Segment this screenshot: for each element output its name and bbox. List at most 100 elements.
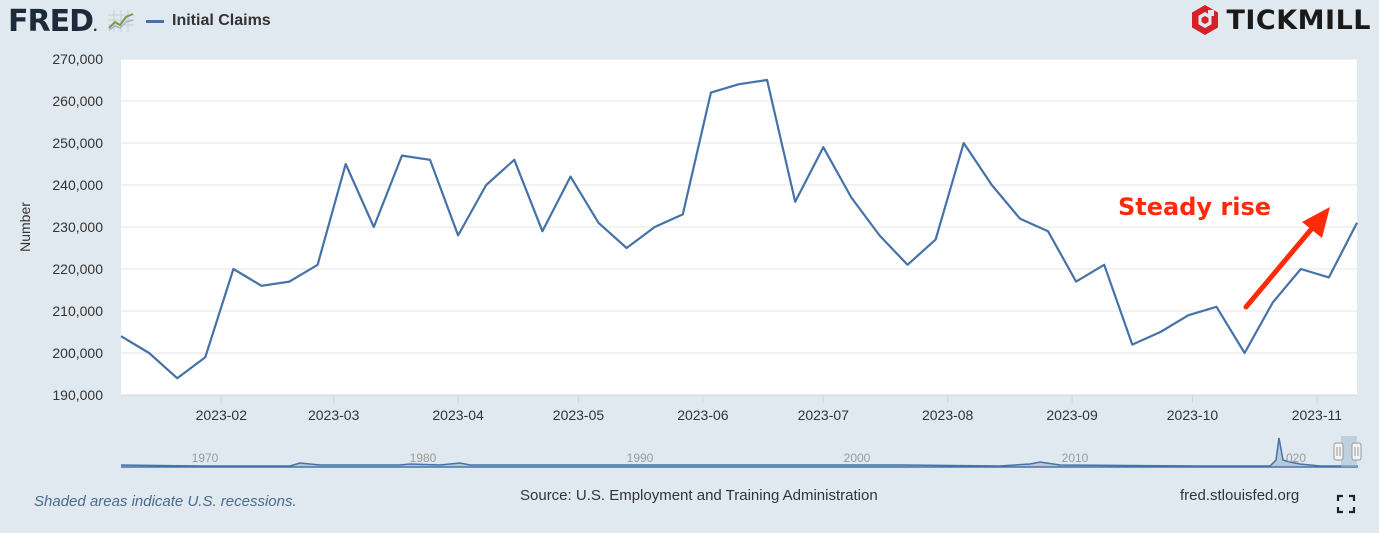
data-point[interactable] xyxy=(653,225,657,229)
data-point[interactable] xyxy=(1215,305,1219,309)
site-link[interactable]: fred.stlouisfed.org xyxy=(1180,487,1300,504)
data-point[interactable] xyxy=(1186,313,1190,317)
data-point[interactable] xyxy=(625,246,629,250)
brand-text: TICKMILL xyxy=(1226,4,1371,36)
data-point[interactable] xyxy=(568,175,572,179)
x-tick-label: 2023-04 xyxy=(432,407,484,423)
data-point[interactable] xyxy=(709,91,713,95)
data-point[interactable] xyxy=(934,238,938,242)
data-point[interactable] xyxy=(1074,280,1078,284)
y-tick-label: 260,000 xyxy=(52,93,103,109)
navigator-handle-left[interactable] xyxy=(1333,442,1344,461)
data-point[interactable] xyxy=(990,183,994,187)
data-point[interactable] xyxy=(147,351,151,355)
recession-note: Shaded areas indicate U.S. recessions. xyxy=(34,493,297,510)
x-tick-label: 2023-05 xyxy=(553,407,605,423)
x-tick-label: 2023-10 xyxy=(1167,407,1219,423)
data-point[interactable] xyxy=(1018,217,1022,221)
data-point[interactable] xyxy=(1158,330,1162,334)
y-tick-label: 220,000 xyxy=(52,261,103,277)
fred-logo-text: FRED xyxy=(8,4,94,39)
annotation-group: Steady rise xyxy=(1118,193,1330,310)
x-tick-label: 2023-08 xyxy=(922,407,974,423)
data-point[interactable] xyxy=(484,183,488,187)
navigator: 1970 1980 1990 2000 2010 020 xyxy=(120,436,1362,468)
data-point[interactable] xyxy=(906,263,910,267)
fullscreen-icon[interactable] xyxy=(1336,494,1356,514)
fred-graph-icon xyxy=(108,10,134,32)
data-point[interactable] xyxy=(1355,221,1359,225)
navigator-handle-right[interactable] xyxy=(1351,442,1362,461)
annotation-arrow-shaft xyxy=(1243,223,1317,310)
y-tick-label: 230,000 xyxy=(52,219,103,235)
x-tick-label: 2023-07 xyxy=(798,407,850,423)
chart-legend[interactable]: Initial Claims xyxy=(146,12,271,30)
y-tick-label: 190,000 xyxy=(52,387,103,403)
data-point[interactable] xyxy=(231,267,235,271)
brand-logo: TICKMILL xyxy=(1190,4,1371,36)
data-point[interactable] xyxy=(259,284,263,288)
data-point[interactable] xyxy=(681,212,685,216)
navigator-series-line xyxy=(120,437,1358,468)
data-point[interactable] xyxy=(288,280,292,284)
series-line-initial-claims[interactable] xyxy=(120,78,1358,380)
data-point[interactable] xyxy=(203,355,207,359)
y-axis-label: Number xyxy=(17,202,33,252)
navigator-year-label: 2010 xyxy=(1062,451,1089,465)
navigator-year-label: 1970 xyxy=(192,451,219,465)
data-point[interactable] xyxy=(540,229,544,233)
x-axis-ticks: 2023-02 2023-03 2023-04 2023-05 2023-06 2023-… xyxy=(121,394,1357,423)
data-point[interactable] xyxy=(1299,267,1303,271)
x-tick-label: 2023-06 xyxy=(677,407,729,423)
y-tick-label: 250,000 xyxy=(52,135,103,151)
data-point[interactable] xyxy=(175,376,179,380)
data-point[interactable] xyxy=(428,158,432,162)
legend-label: Initial Claims xyxy=(172,12,271,29)
data-point[interactable] xyxy=(1102,263,1106,267)
navigator-year-label: 1990 xyxy=(627,451,654,465)
data-point[interactable] xyxy=(1327,275,1331,279)
x-tick-label: 2023-11 xyxy=(1292,407,1343,423)
x-tick-label: 2023-03 xyxy=(308,407,360,423)
navigator-background xyxy=(121,436,1357,467)
data-point[interactable] xyxy=(1243,351,1247,355)
data-point[interactable] xyxy=(344,162,348,166)
data-point[interactable] xyxy=(793,200,797,204)
data-point[interactable] xyxy=(1046,229,1050,233)
navigator-year-label: 1980 xyxy=(410,451,437,465)
data-point[interactable] xyxy=(821,145,825,149)
navigator-year-labels: 1970 1980 1990 2000 2010 020 xyxy=(192,451,1307,465)
annotation-arrow-head xyxy=(1302,207,1330,238)
series-group xyxy=(119,78,1359,380)
navigator-year-label: 020 xyxy=(1286,451,1306,465)
fred-logo[interactable]: FRED. xyxy=(8,4,97,39)
tickmill-logo-icon xyxy=(1192,5,1219,35)
source-text: Source: U.S. Employment and Training Adm… xyxy=(520,487,878,504)
data-point[interactable] xyxy=(512,158,516,162)
y-tick-label: 240,000 xyxy=(52,177,103,193)
header: FRED. Initial Claims TICKMILL xyxy=(0,0,1379,48)
data-point[interactable] xyxy=(962,141,966,145)
data-point[interactable] xyxy=(400,154,404,158)
y-tick-label: 210,000 xyxy=(52,303,103,319)
annotation-text: Steady rise xyxy=(1118,193,1271,221)
data-point[interactable] xyxy=(1271,301,1275,305)
y-tick-label: 200,000 xyxy=(52,345,103,361)
data-point[interactable] xyxy=(737,82,741,86)
data-point[interactable] xyxy=(1130,343,1134,347)
y-tick-label: 270,000 xyxy=(52,51,103,67)
data-point[interactable] xyxy=(316,263,320,267)
data-point[interactable] xyxy=(877,233,881,237)
data-point[interactable] xyxy=(119,334,123,338)
data-point[interactable] xyxy=(456,233,460,237)
navigator-year-label: 2000 xyxy=(844,451,871,465)
x-tick-label: 2023-09 xyxy=(1046,407,1098,423)
data-point[interactable] xyxy=(849,196,853,200)
data-point[interactable] xyxy=(372,225,376,229)
data-point[interactable] xyxy=(597,221,601,225)
data-point[interactable] xyxy=(765,78,769,82)
legend-swatch xyxy=(146,19,164,23)
y-axis-ticks: 190,000 200,000 210,000 220,000 230,000 240,0… xyxy=(52,51,103,403)
x-tick-label: 2023-02 xyxy=(196,407,248,423)
